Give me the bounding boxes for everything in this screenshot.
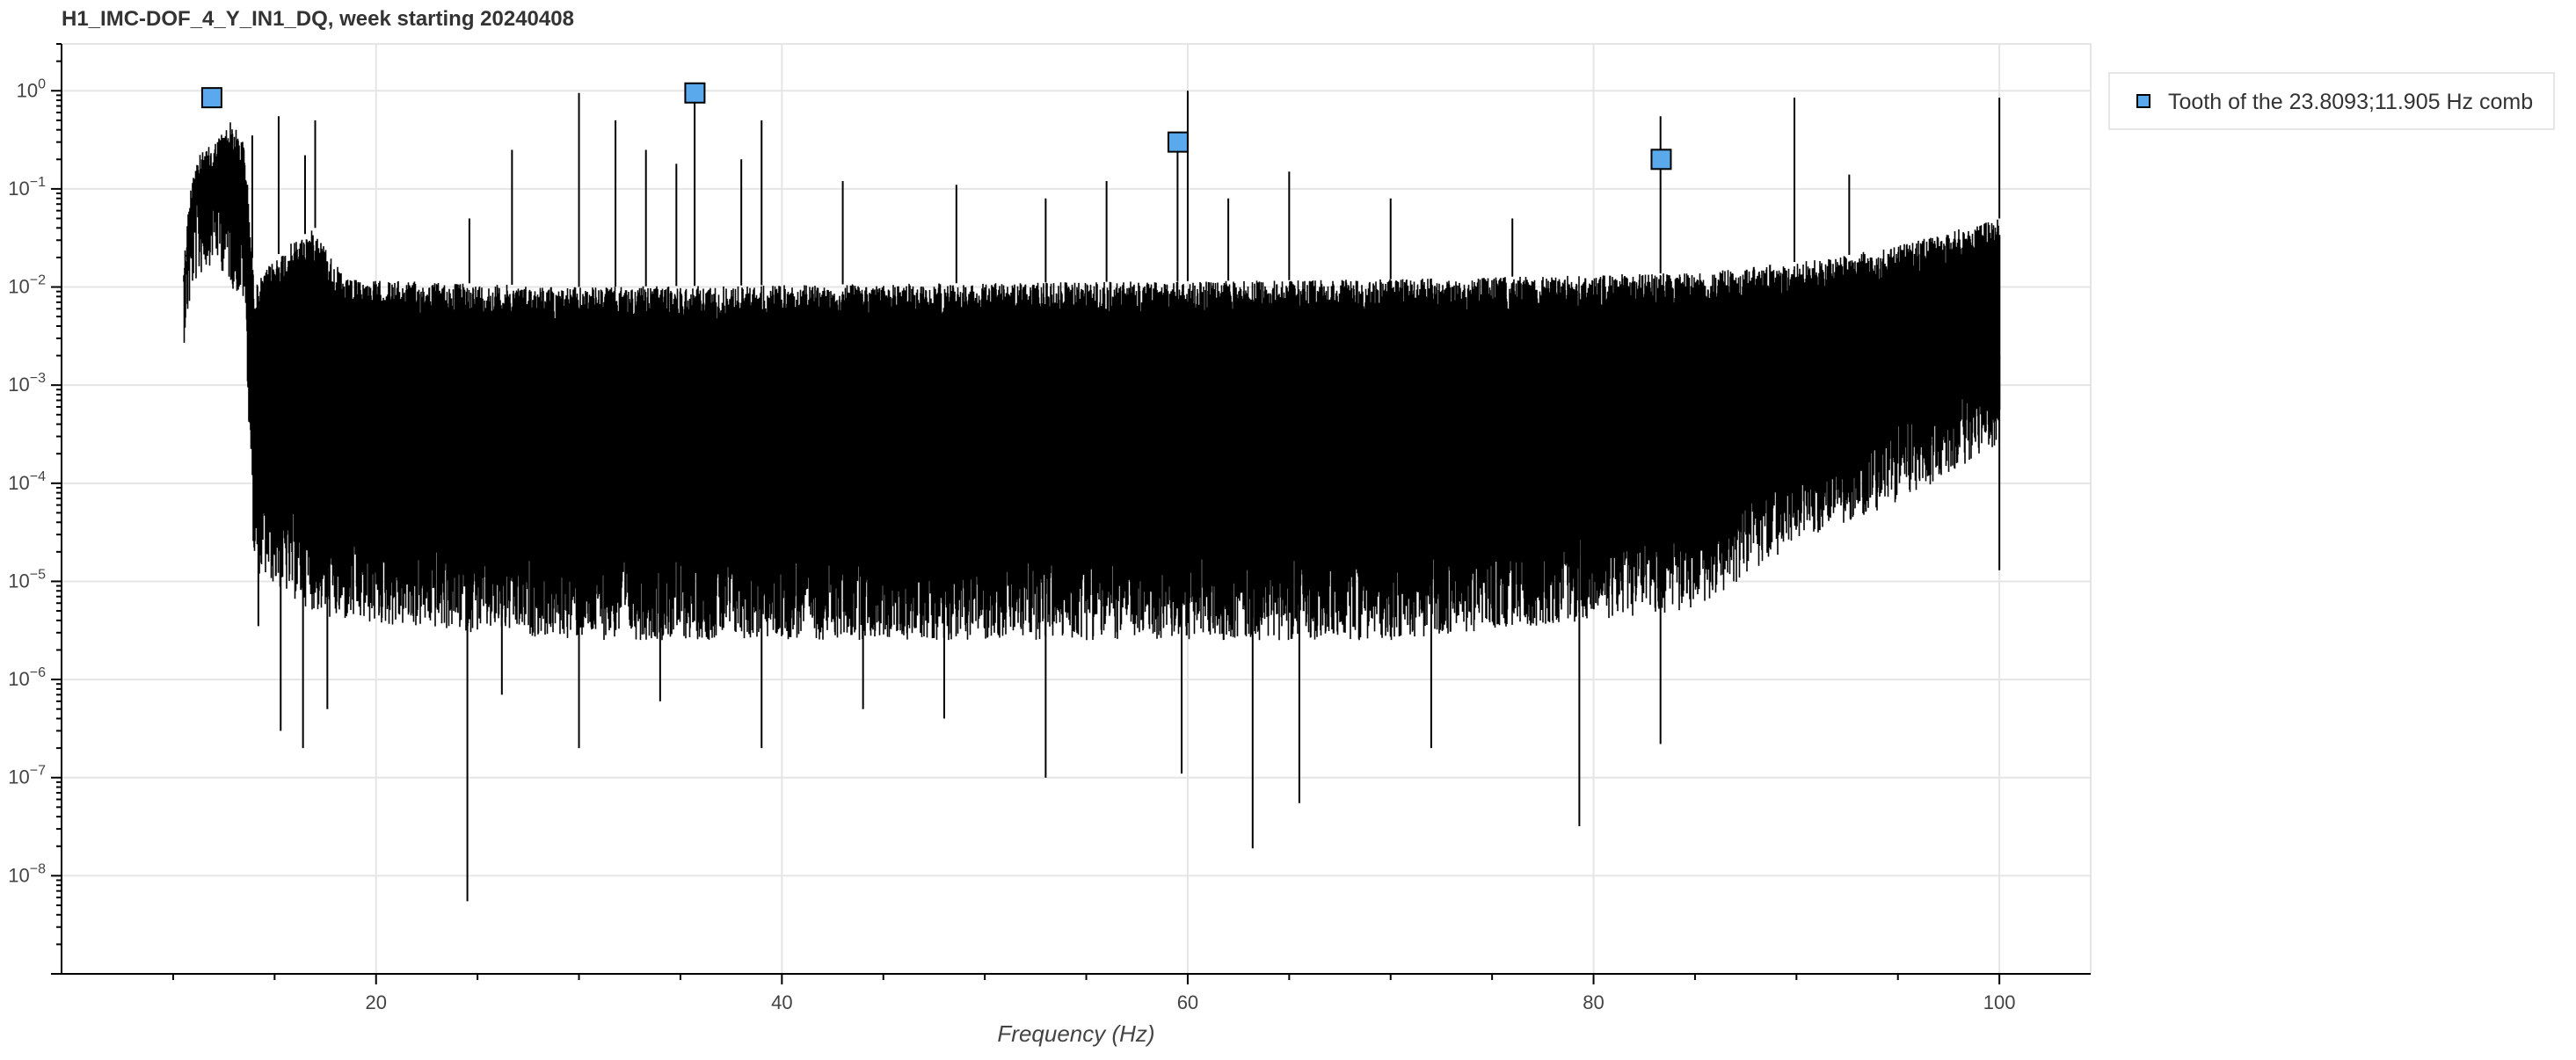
x-tick-label: 20 (365, 991, 386, 1013)
y-tick-label: 10−7 (8, 764, 46, 788)
axes: 20 40 60 80 100 100 10−1 10−2 10−3 10−4 10−5 10−6 10… (8, 43, 2091, 1013)
y-tick-label: 10−5 (8, 567, 46, 592)
legend-swatch-icon (2136, 94, 2150, 108)
legend-label: Tooth of the 23.8093;11.905 Hz comb (2168, 90, 2534, 114)
spectrum-noise-band (183, 122, 2001, 641)
legend: Tooth of the 23.8093;11.905 Hz comb (2108, 72, 2555, 130)
x-axis-label: Frequency (Hz) (997, 1020, 1154, 1047)
comb-markers (200, 82, 1672, 171)
y-tick-label: 10−8 (8, 861, 46, 886)
y-tick-label: 10−4 (8, 469, 46, 494)
comb-tooth-marker (200, 87, 222, 109)
x-tick-label: 80 (1583, 991, 1604, 1013)
y-tick-label: 10−1 (8, 175, 46, 200)
y-tick-label: 10−2 (8, 273, 46, 298)
y-tick-label: 100 (17, 76, 46, 101)
y-tick-label: 10−3 (8, 371, 46, 396)
spectrum-series (183, 91, 2001, 902)
x-tick-label: 100 (1983, 991, 2016, 1013)
comb-tooth-marker (1650, 149, 1672, 171)
comb-tooth-marker (684, 82, 706, 104)
chart-title: H1_IMC-DOF_4_Y_IN1_DQ, week starting 202… (62, 7, 574, 31)
y-tick-label: 10−6 (8, 665, 46, 690)
x-tick-label: 40 (771, 991, 792, 1013)
x-tick-label: 60 (1177, 991, 1198, 1013)
comb-tooth-marker (1167, 131, 1189, 153)
